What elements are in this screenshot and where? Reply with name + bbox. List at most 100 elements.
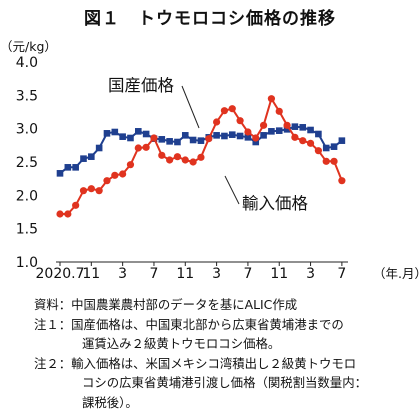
data-point [197,137,205,144]
data-point [267,95,276,103]
data-point [213,132,220,139]
data-point [268,128,275,135]
data-point [135,128,142,135]
data-point [111,128,119,136]
y-axis-unit-label: （元/kg） [0,39,57,54]
data-point [173,153,182,161]
x-tick-label: 7 [149,266,158,282]
data-point [283,126,291,133]
data-point [79,187,88,195]
data-point [244,128,252,136]
y-tick-label: 1.0 [16,255,38,271]
data-point [72,201,80,209]
data-point [322,157,330,165]
data-point [315,130,322,138]
y-tick-label: 2.0 [16,188,38,204]
data-point [95,187,103,195]
data-point [56,210,64,218]
data-point [174,138,181,146]
data-point [103,177,111,185]
data-point [221,132,228,140]
note-line: コシの広東省黄埔港引渡し価格（関税割当数量内： [82,375,367,391]
data-point [189,158,197,166]
data-point [275,127,283,134]
x-tick-label: 3 [118,266,127,282]
data-point [330,143,338,150]
x-tick-label: 3 [212,266,221,282]
x-tick-label: 11 [82,266,100,282]
data-point [64,164,72,171]
data-point [111,171,119,179]
data-point [291,133,299,141]
data-point [142,130,150,138]
data-point [291,123,299,130]
note-line: 注１：国産価格は、中国東北部から広東省黄埔港までの [34,316,344,332]
data-point [314,147,322,155]
data-point [330,157,338,165]
x-tick-label: 7 [337,266,346,282]
data-point [166,138,173,145]
note-line: 課税後）。 [82,395,138,410]
chart-title: 図１ トウモロコシ価格の推移 [84,9,336,29]
data-point [72,164,79,171]
data-point [158,151,166,159]
data-point [228,131,236,138]
data-point [306,139,315,147]
x-tick-label: 7 [243,266,252,282]
data-point [228,105,236,113]
x-tick-label: 11 [176,266,194,282]
data-point [307,126,314,134]
data-point [95,144,103,152]
series-label-leader [224,175,240,205]
data-point [150,134,158,142]
y-tick-label: 2.5 [16,155,38,171]
series-label: 輸入価格 [242,194,309,213]
y-tick-label: 4.0 [16,55,38,71]
data-point [205,135,213,143]
data-point [299,137,307,145]
data-point [64,210,72,218]
x-tick-label: 11 [270,266,288,282]
data-point [220,107,229,115]
data-point [88,153,95,160]
data-point [87,185,95,193]
data-point [189,136,197,144]
x-tick-label: 3 [306,266,315,282]
data-point [181,156,189,164]
data-point [119,133,126,140]
data-point [322,144,330,152]
data-point [213,118,221,126]
data-point [134,144,142,152]
data-point [275,107,283,115]
data-point [236,132,244,140]
data-point [80,155,87,162]
note-line: 資料：中国農業農村部のデータを基にALIC作成 [34,297,298,312]
data-point [299,124,307,131]
data-point [166,156,174,164]
data-point [252,138,260,146]
y-tick-label: 3.0 [16,122,38,138]
note-line: 運賃込み２級黄トウモロコシ価格。 [82,336,281,352]
data-point [126,161,135,169]
data-point [119,170,127,178]
y-tick-label: 1.5 [16,222,38,238]
series-label-leader [181,85,200,129]
x-axis-unit-label: （年.月） [373,266,420,281]
data-point [338,177,346,185]
data-point [181,132,189,139]
data-point [244,134,252,141]
note-line: 注２：輸入価格は、米国メキシコ湾積出し２級黄トウモロ [34,355,357,371]
series-label: 国産価格 [108,76,175,95]
data-point [56,170,64,177]
data-point [252,134,260,142]
data-point [338,137,346,144]
data-point [142,143,150,151]
y-tick-label: 3.5 [16,88,38,104]
data-point [197,153,205,161]
data-point [158,136,166,143]
data-point [260,132,267,139]
data-point [236,117,244,125]
data-point [283,121,291,129]
data-point [259,121,268,129]
